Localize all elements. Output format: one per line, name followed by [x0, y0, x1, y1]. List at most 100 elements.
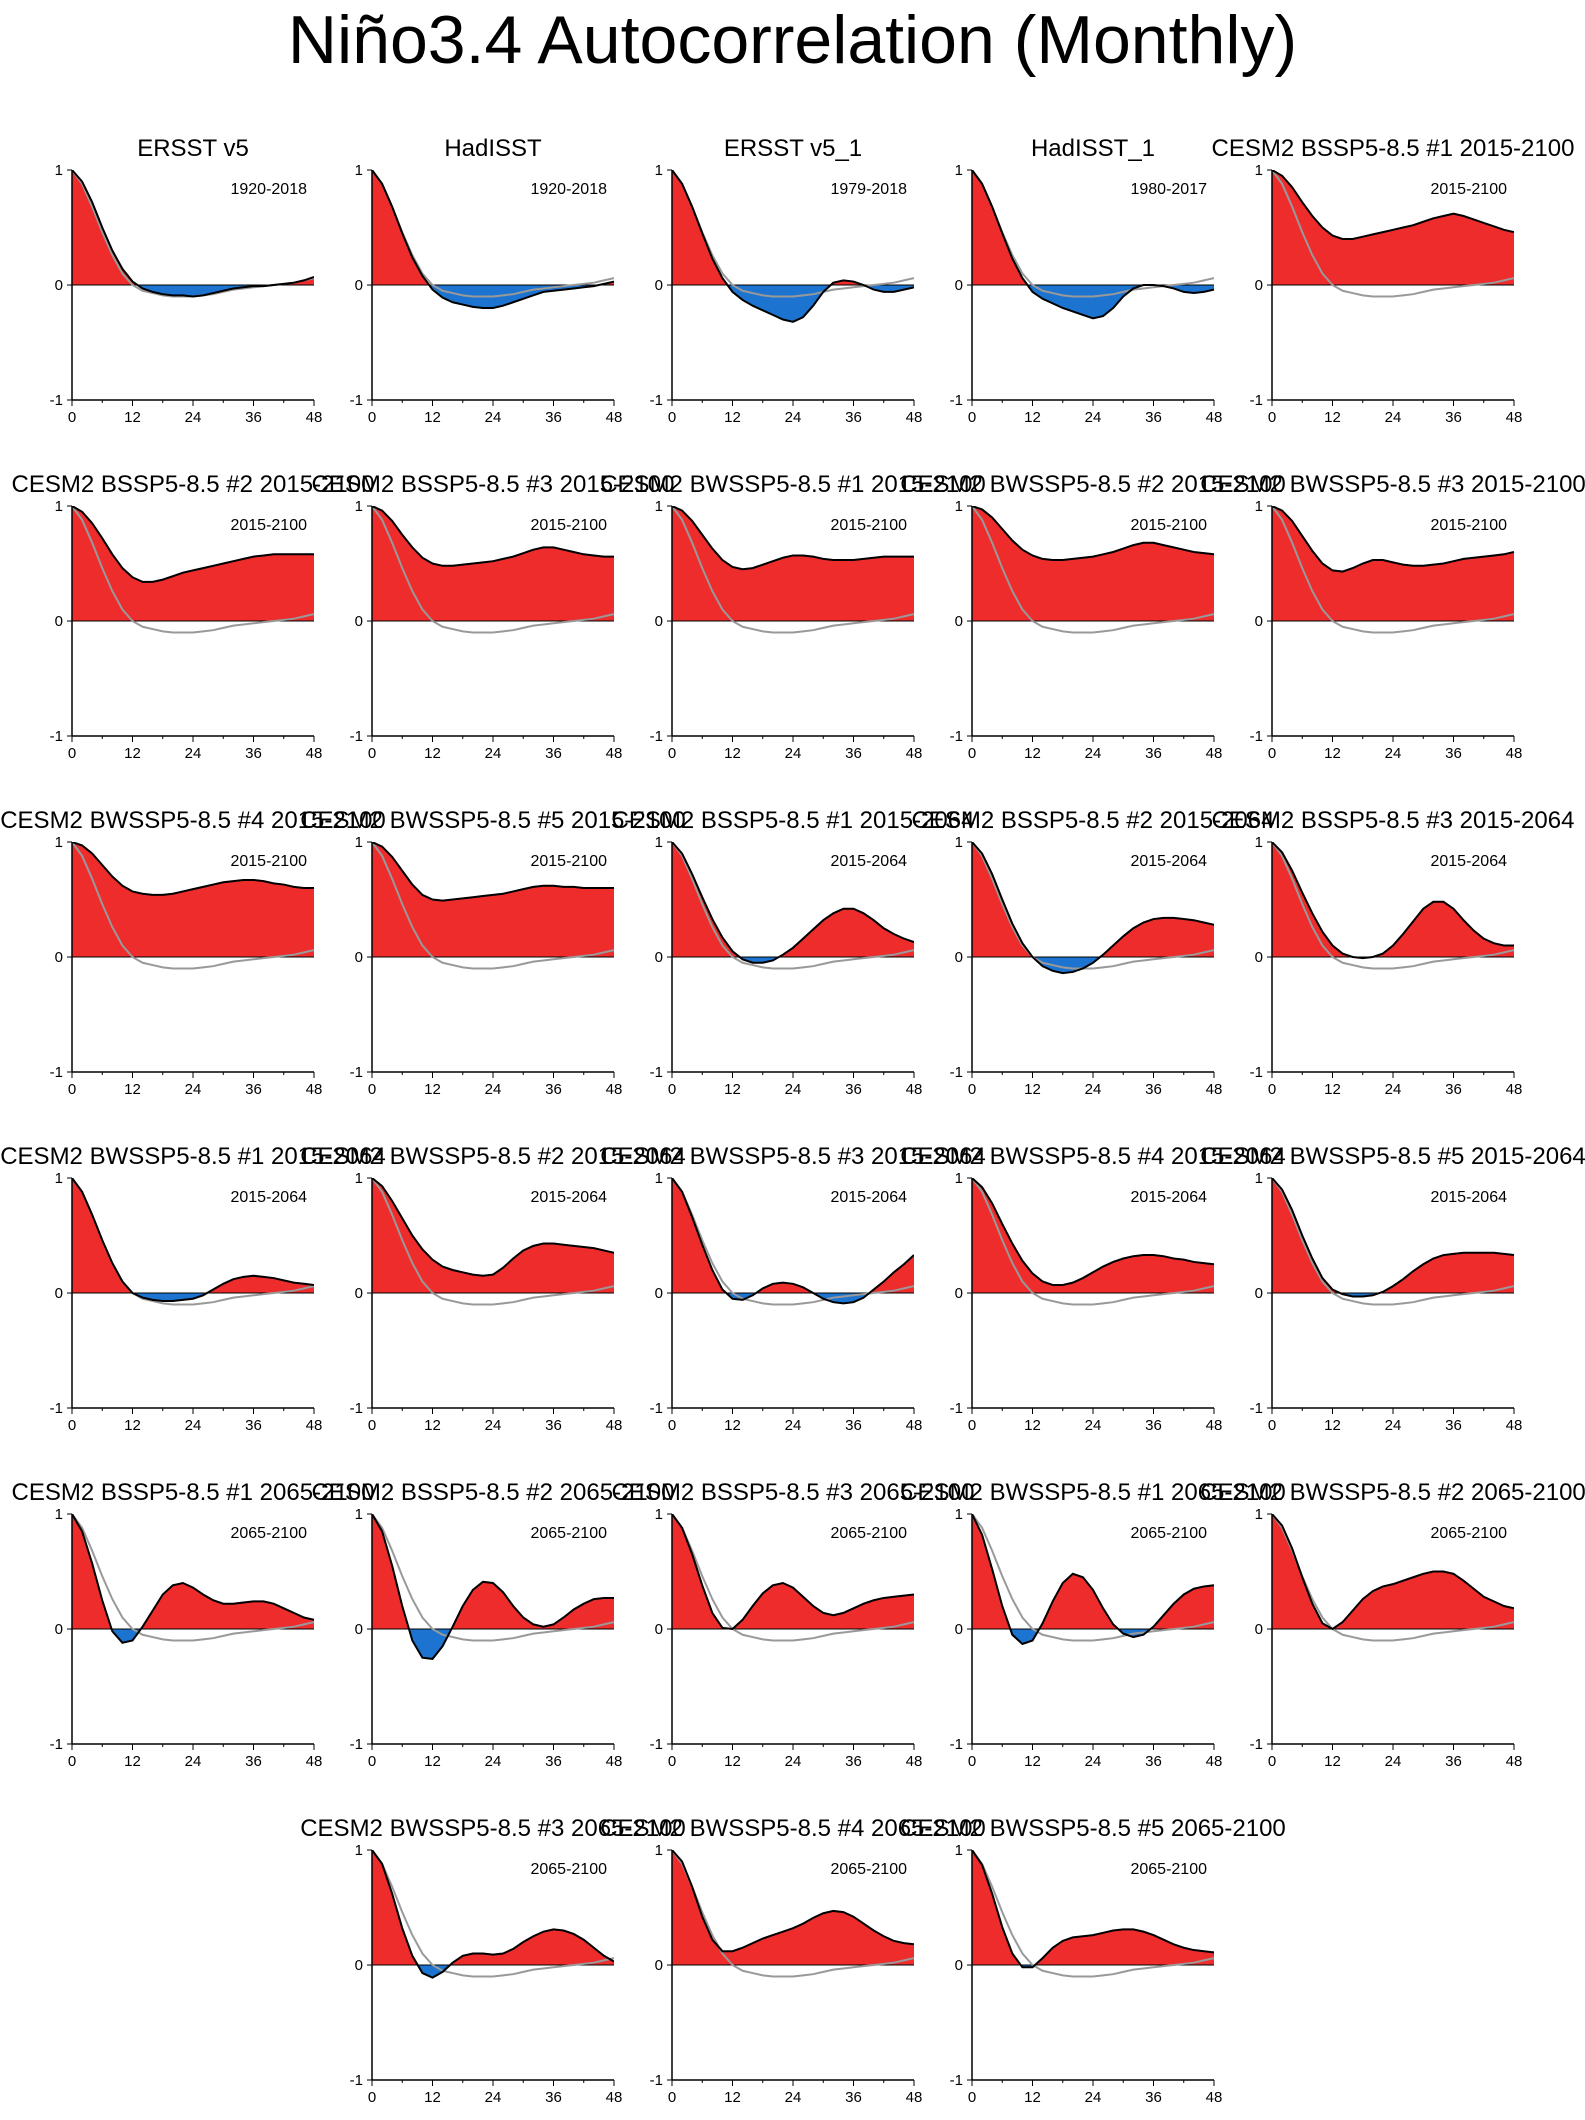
- reference-line: [72, 1514, 314, 1642]
- x-tick-label: 24: [185, 1081, 202, 1098]
- x-tick-label: 0: [1268, 1417, 1276, 1434]
- y-tick-label: 1: [55, 498, 63, 515]
- x-tick-label: 24: [485, 1417, 502, 1434]
- x-tick-label: 48: [606, 1417, 623, 1434]
- x-tick-label: 48: [1206, 745, 1223, 762]
- series-line: [972, 1178, 1214, 1286]
- positive-area: [672, 170, 914, 285]
- series-line: [672, 170, 914, 323]
- x-tick-label: 12: [1324, 1081, 1341, 1098]
- y-tick-label: 0: [1255, 949, 1263, 966]
- x-tick-label: 12: [1024, 2089, 1041, 2106]
- x-tick-label: 24: [485, 745, 502, 762]
- y-tick-label: 1: [955, 1506, 963, 1523]
- x-tick-label: 12: [424, 2089, 441, 2106]
- y-tick-label: 0: [55, 1285, 63, 1302]
- x-tick-label: 24: [485, 2089, 502, 2106]
- x-tick-label: 12: [1024, 409, 1041, 426]
- x-tick-label: 48: [306, 1081, 323, 1098]
- series-line: [972, 1850, 1214, 1969]
- x-tick-label: 0: [668, 1417, 676, 1434]
- y-tick-label: 1: [655, 1506, 663, 1523]
- x-tick-label: 12: [1324, 1417, 1341, 1434]
- x-tick-label: 24: [1385, 745, 1402, 762]
- x-tick-label: 0: [1268, 1081, 1276, 1098]
- y-tick-label: 0: [1255, 613, 1263, 630]
- negative-area: [372, 1629, 614, 1659]
- x-tick-label: 36: [245, 1417, 262, 1434]
- panel-23: 0 12 24 36 48 -1 0 1 2065-2100 CESM2 BSSP5-8.5 #3…: [612, 1479, 975, 1770]
- x-tick-label: 24: [1385, 409, 1402, 426]
- x-tick-label: 12: [1024, 1417, 1041, 1434]
- x-tick-label: 24: [1385, 1417, 1402, 1434]
- panel-26: 0 12 24 36 48 -1 0 1 2065-2100 CESM2 BWSSP5-8.5 #…: [300, 1815, 686, 2106]
- series-line: [672, 1178, 914, 1305]
- x-tick-label: 48: [1206, 2089, 1223, 2106]
- y-tick-label: 1: [355, 1170, 363, 1187]
- x-tick-label: 0: [368, 1753, 376, 1770]
- x-tick-label: 12: [1024, 1081, 1041, 1098]
- y-tick-label: -1: [1250, 1736, 1263, 1753]
- positive-area: [972, 170, 1214, 285]
- negative-area: [972, 957, 1214, 974]
- panel-19: 0 12 24 36 48 -1 0 1 2015-2064 CESM2 BWSSP5-8.5 #…: [900, 1143, 1286, 1434]
- y-tick-label: -1: [1250, 728, 1263, 745]
- y-tick-label: 0: [955, 613, 963, 630]
- panel-title: CESM2 BWSSP5-8.5 #2 2015-2064: [300, 1143, 686, 1170]
- x-tick-label: 48: [306, 1753, 323, 1770]
- panel-7: 0 12 24 36 48 -1 0 1 2015-2100 CESM2 BSSP5-8.5 #3…: [312, 471, 675, 762]
- positive-area: [972, 1178, 1214, 1293]
- y-tick-label: 1: [55, 834, 63, 851]
- x-tick-label: 24: [185, 1753, 202, 1770]
- y-tick-label: 0: [355, 1957, 363, 1974]
- x-tick-label: 0: [68, 1081, 76, 1098]
- panel-title: HadISST: [444, 135, 542, 162]
- panel-title: CESM2 BWSSP5-8.5 #1 2015-2064: [0, 1143, 386, 1170]
- y-tick-label: -1: [1250, 1400, 1263, 1417]
- positive-area: [972, 842, 1214, 957]
- panel-title: CESM2 BSSP5-8.5 #2 2065-2100: [312, 1479, 675, 1506]
- y-tick-label: 1: [1255, 1506, 1263, 1523]
- x-tick-label: 36: [1445, 1753, 1462, 1770]
- y-tick-label: -1: [950, 728, 963, 745]
- period-label: 2015-2100: [530, 517, 607, 534]
- x-tick-label: 36: [845, 745, 862, 762]
- positive-area: [372, 1514, 614, 1629]
- y-tick-label: 1: [1255, 834, 1263, 851]
- panel-title: CESM2 BWSSP5-8.5 #3 2015-2064: [600, 1143, 986, 1170]
- x-tick-label: 12: [724, 1753, 741, 1770]
- period-label: 2015-2100: [230, 517, 307, 534]
- y-tick-label: -1: [1250, 392, 1263, 409]
- positive-area: [972, 1850, 1214, 1965]
- x-tick-label: 24: [1085, 1753, 1102, 1770]
- y-tick-label: -1: [950, 1736, 963, 1753]
- period-label: 2065-2100: [530, 1861, 607, 1878]
- x-tick-label: 12: [1324, 409, 1341, 426]
- x-tick-label: 0: [68, 1753, 76, 1770]
- panel-8: 0 12 24 36 48 -1 0 1 2015-2100 CESM2 BWSSP5-8.5 #…: [600, 471, 986, 762]
- x-tick-label: 24: [1085, 409, 1102, 426]
- x-tick-label: 12: [424, 745, 441, 762]
- x-tick-label: 12: [724, 745, 741, 762]
- y-tick-label: 0: [355, 949, 363, 966]
- x-tick-label: 24: [785, 409, 802, 426]
- x-tick-label: 12: [124, 409, 141, 426]
- x-tick-label: 48: [306, 1417, 323, 1434]
- y-tick-label: 1: [55, 1170, 63, 1187]
- x-tick-label: 0: [68, 745, 76, 762]
- period-label: 2015-2064: [1430, 1189, 1507, 1206]
- y-tick-label: 1: [355, 162, 363, 179]
- x-tick-label: 48: [1506, 1753, 1523, 1770]
- panel-title: CESM2 BWSSP5-8.5 #1 2065-2100: [900, 1479, 1286, 1506]
- x-tick-label: 48: [906, 1081, 923, 1098]
- x-tick-label: 36: [845, 409, 862, 426]
- y-tick-label: -1: [50, 1736, 63, 1753]
- reference-line: [1272, 1514, 1514, 1642]
- panel-title: CESM2 BSSP5-8.5 #3 2015-2100: [312, 471, 675, 498]
- period-label: 1979-2018: [830, 181, 907, 198]
- panel-20: 0 12 24 36 48 -1 0 1 2015-2064 CESM2 BWSSP5-8.5 #…: [1200, 1143, 1585, 1434]
- reference-line: [672, 1514, 914, 1642]
- panel-title: CESM2 BSSP5-8.5 #3 2065-2100: [612, 1479, 975, 1506]
- x-tick-label: 36: [545, 1081, 562, 1098]
- panel-12: 0 12 24 36 48 -1 0 1 2015-2100 CESM2 BWSSP5-8.5 #…: [300, 807, 686, 1098]
